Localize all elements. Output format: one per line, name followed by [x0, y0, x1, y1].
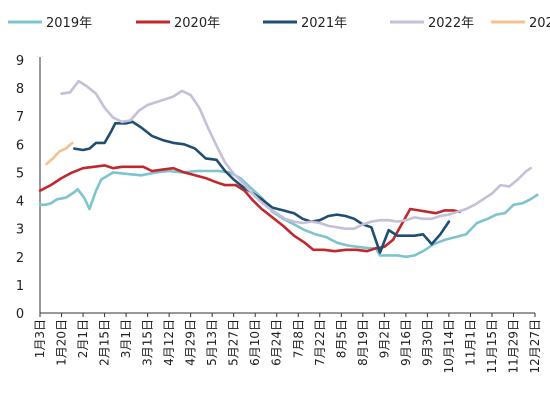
x-tick-label: 6月24日: [270, 319, 284, 366]
series-line-2019年: [38, 169, 539, 259]
x-tick-label: 5月27日: [227, 319, 241, 366]
y-tick-label: 8: [16, 82, 24, 97]
axes: [39, 57, 535, 314]
x-tick-labels: 1月3日 1月20日 2月1日 2月15日 3月1日 3月15日 4月12日 4月29日 5月1…: [33, 313, 542, 374]
y-tick-label: 3: [16, 223, 24, 238]
x-tick-label: 5月13日: [205, 319, 219, 366]
y-tick-labels: 0 1 2 3 4 5 6 7 8 9: [16, 54, 24, 322]
legend-label: 2021年: [301, 16, 347, 31]
x-tick-label: 11月29日: [506, 319, 520, 374]
series-line-2021年: [73, 120, 451, 254]
x-tick-label: 4月29日: [184, 319, 198, 366]
y-tick-label: 4: [16, 195, 24, 210]
x-tick-label: 8月19日: [356, 319, 370, 366]
x-tick-label: 9月30日: [420, 319, 434, 366]
y-tick-label: 6: [16, 138, 24, 153]
legend-label: 2023年: [529, 16, 550, 31]
legend-item: 2021年: [263, 16, 347, 31]
y-tick-label: 2: [16, 251, 24, 266]
series-line-2022年: [60, 79, 532, 230]
y-tick-label: 1: [16, 279, 24, 294]
x-tick-label: 1月20日: [55, 319, 69, 366]
legend-item: 2020年: [136, 16, 220, 31]
legend-item: 2023年: [491, 16, 550, 31]
x-tick-label: 2月15日: [98, 319, 112, 366]
x-tick-label: 9月16日: [399, 319, 413, 366]
x-tick-label: 11月1日: [463, 319, 477, 366]
x-tick-label: 3月15日: [141, 319, 155, 366]
legend: 2019年 2020年 2021年 2022年 2023年: [8, 16, 550, 31]
x-tick-label: 4月12日: [162, 319, 176, 366]
x-tick-label: 2月1日: [76, 319, 90, 358]
legend-label: 2019年: [46, 16, 92, 31]
legend-label: 2022年: [428, 16, 474, 31]
x-tick-label: 11月15日: [485, 319, 499, 374]
y-tick-label: 0: [16, 307, 24, 322]
x-tick-label: 8月5日: [334, 319, 348, 358]
x-tick-label: 6月10日: [248, 319, 262, 366]
x-tick-label: 1月3日: [33, 319, 47, 358]
x-tick-label: 7月8日: [291, 319, 305, 358]
x-tick-label: 10月14日: [442, 319, 456, 374]
x-tick-label: 12月27日: [528, 319, 542, 374]
x-tick-label: 7月22日: [313, 319, 327, 366]
y-tick-label: 5: [16, 166, 24, 181]
legend-item: 2022年: [390, 16, 474, 31]
legend-item: 2019年: [8, 16, 92, 31]
y-tick-label: 9: [16, 54, 24, 69]
series-lines: [38, 79, 539, 259]
series-line-2023年: [45, 141, 74, 166]
series-line-2020年: [38, 164, 461, 253]
y-tick-label: 7: [16, 110, 24, 125]
x-tick-label: 3月1日: [119, 319, 133, 358]
legend-label: 2020年: [174, 16, 220, 31]
x-tick-label: 9月2日: [377, 319, 391, 358]
